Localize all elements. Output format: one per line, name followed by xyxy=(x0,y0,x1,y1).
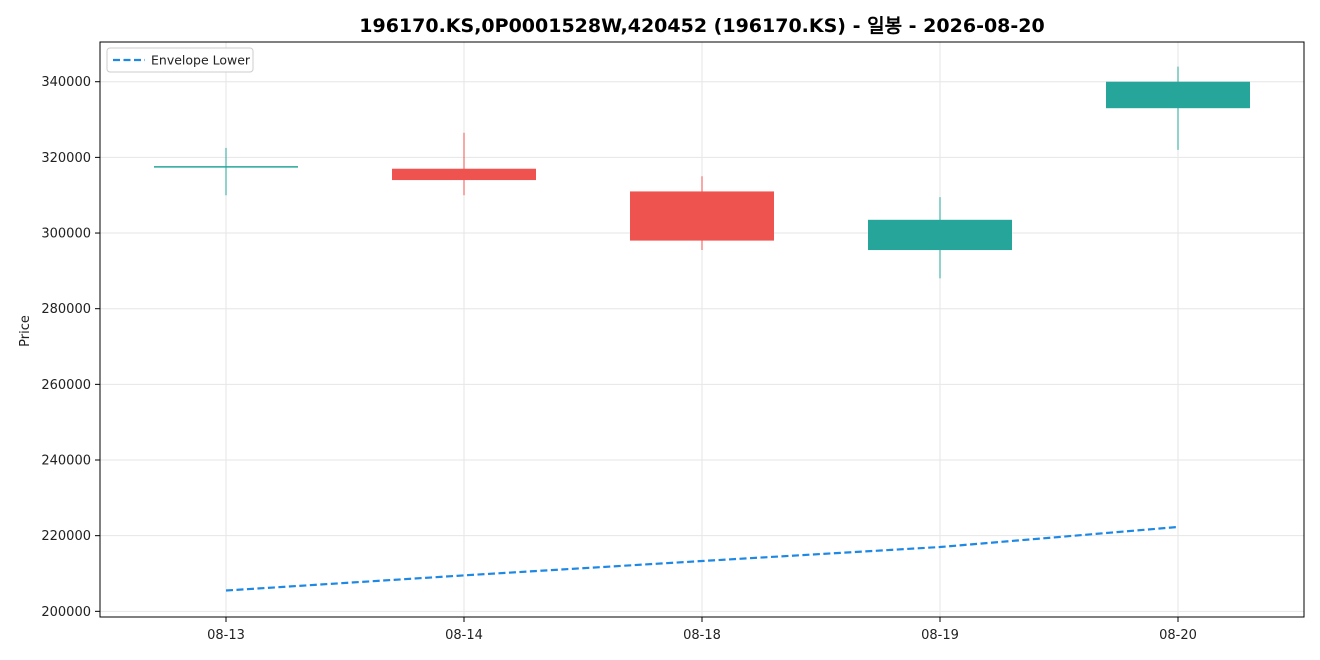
x-tick-label: 08-20 xyxy=(1159,628,1197,643)
legend-label: Envelope Lower xyxy=(151,53,251,68)
y-tick-label: 280000 xyxy=(41,302,91,317)
y-tick-label: 200000 xyxy=(41,605,91,620)
candle xyxy=(154,147,298,196)
y-axis-label: Price xyxy=(18,315,33,347)
envelope-lower-series xyxy=(225,525,1179,592)
candle-body xyxy=(868,219,1012,251)
legend-box xyxy=(106,47,254,73)
y-tick-label: 300000 xyxy=(41,227,91,242)
x-tick-label: 08-18 xyxy=(683,628,721,643)
candle xyxy=(630,176,774,251)
y-tick-label: 220000 xyxy=(41,529,91,544)
plot-frame xyxy=(99,41,1305,618)
legend: Envelope Lower xyxy=(106,47,254,73)
candle xyxy=(1106,66,1250,150)
y-tick-label: 240000 xyxy=(41,454,91,469)
candle-body xyxy=(630,191,774,241)
chart-title: 196170.KS,0P0001528W,420452 (196170.KS) … xyxy=(359,15,1044,37)
x-tick-label: 08-14 xyxy=(445,628,483,643)
x-tick-label: 08-19 xyxy=(921,628,959,643)
candle xyxy=(392,132,536,196)
candle-body xyxy=(392,168,536,181)
x-tick-label: 08-13 xyxy=(207,628,245,643)
candle xyxy=(868,197,1012,279)
y-tick-label: 320000 xyxy=(41,151,91,166)
y-tick-label: 340000 xyxy=(41,75,91,90)
candles xyxy=(154,66,1250,279)
y-tick-label: 260000 xyxy=(41,378,91,393)
candle-body xyxy=(1106,81,1250,109)
axes: 200000 220000 240000 260000 280000 300000 3200… xyxy=(41,41,1305,643)
envelope-lower-line xyxy=(225,525,1179,592)
